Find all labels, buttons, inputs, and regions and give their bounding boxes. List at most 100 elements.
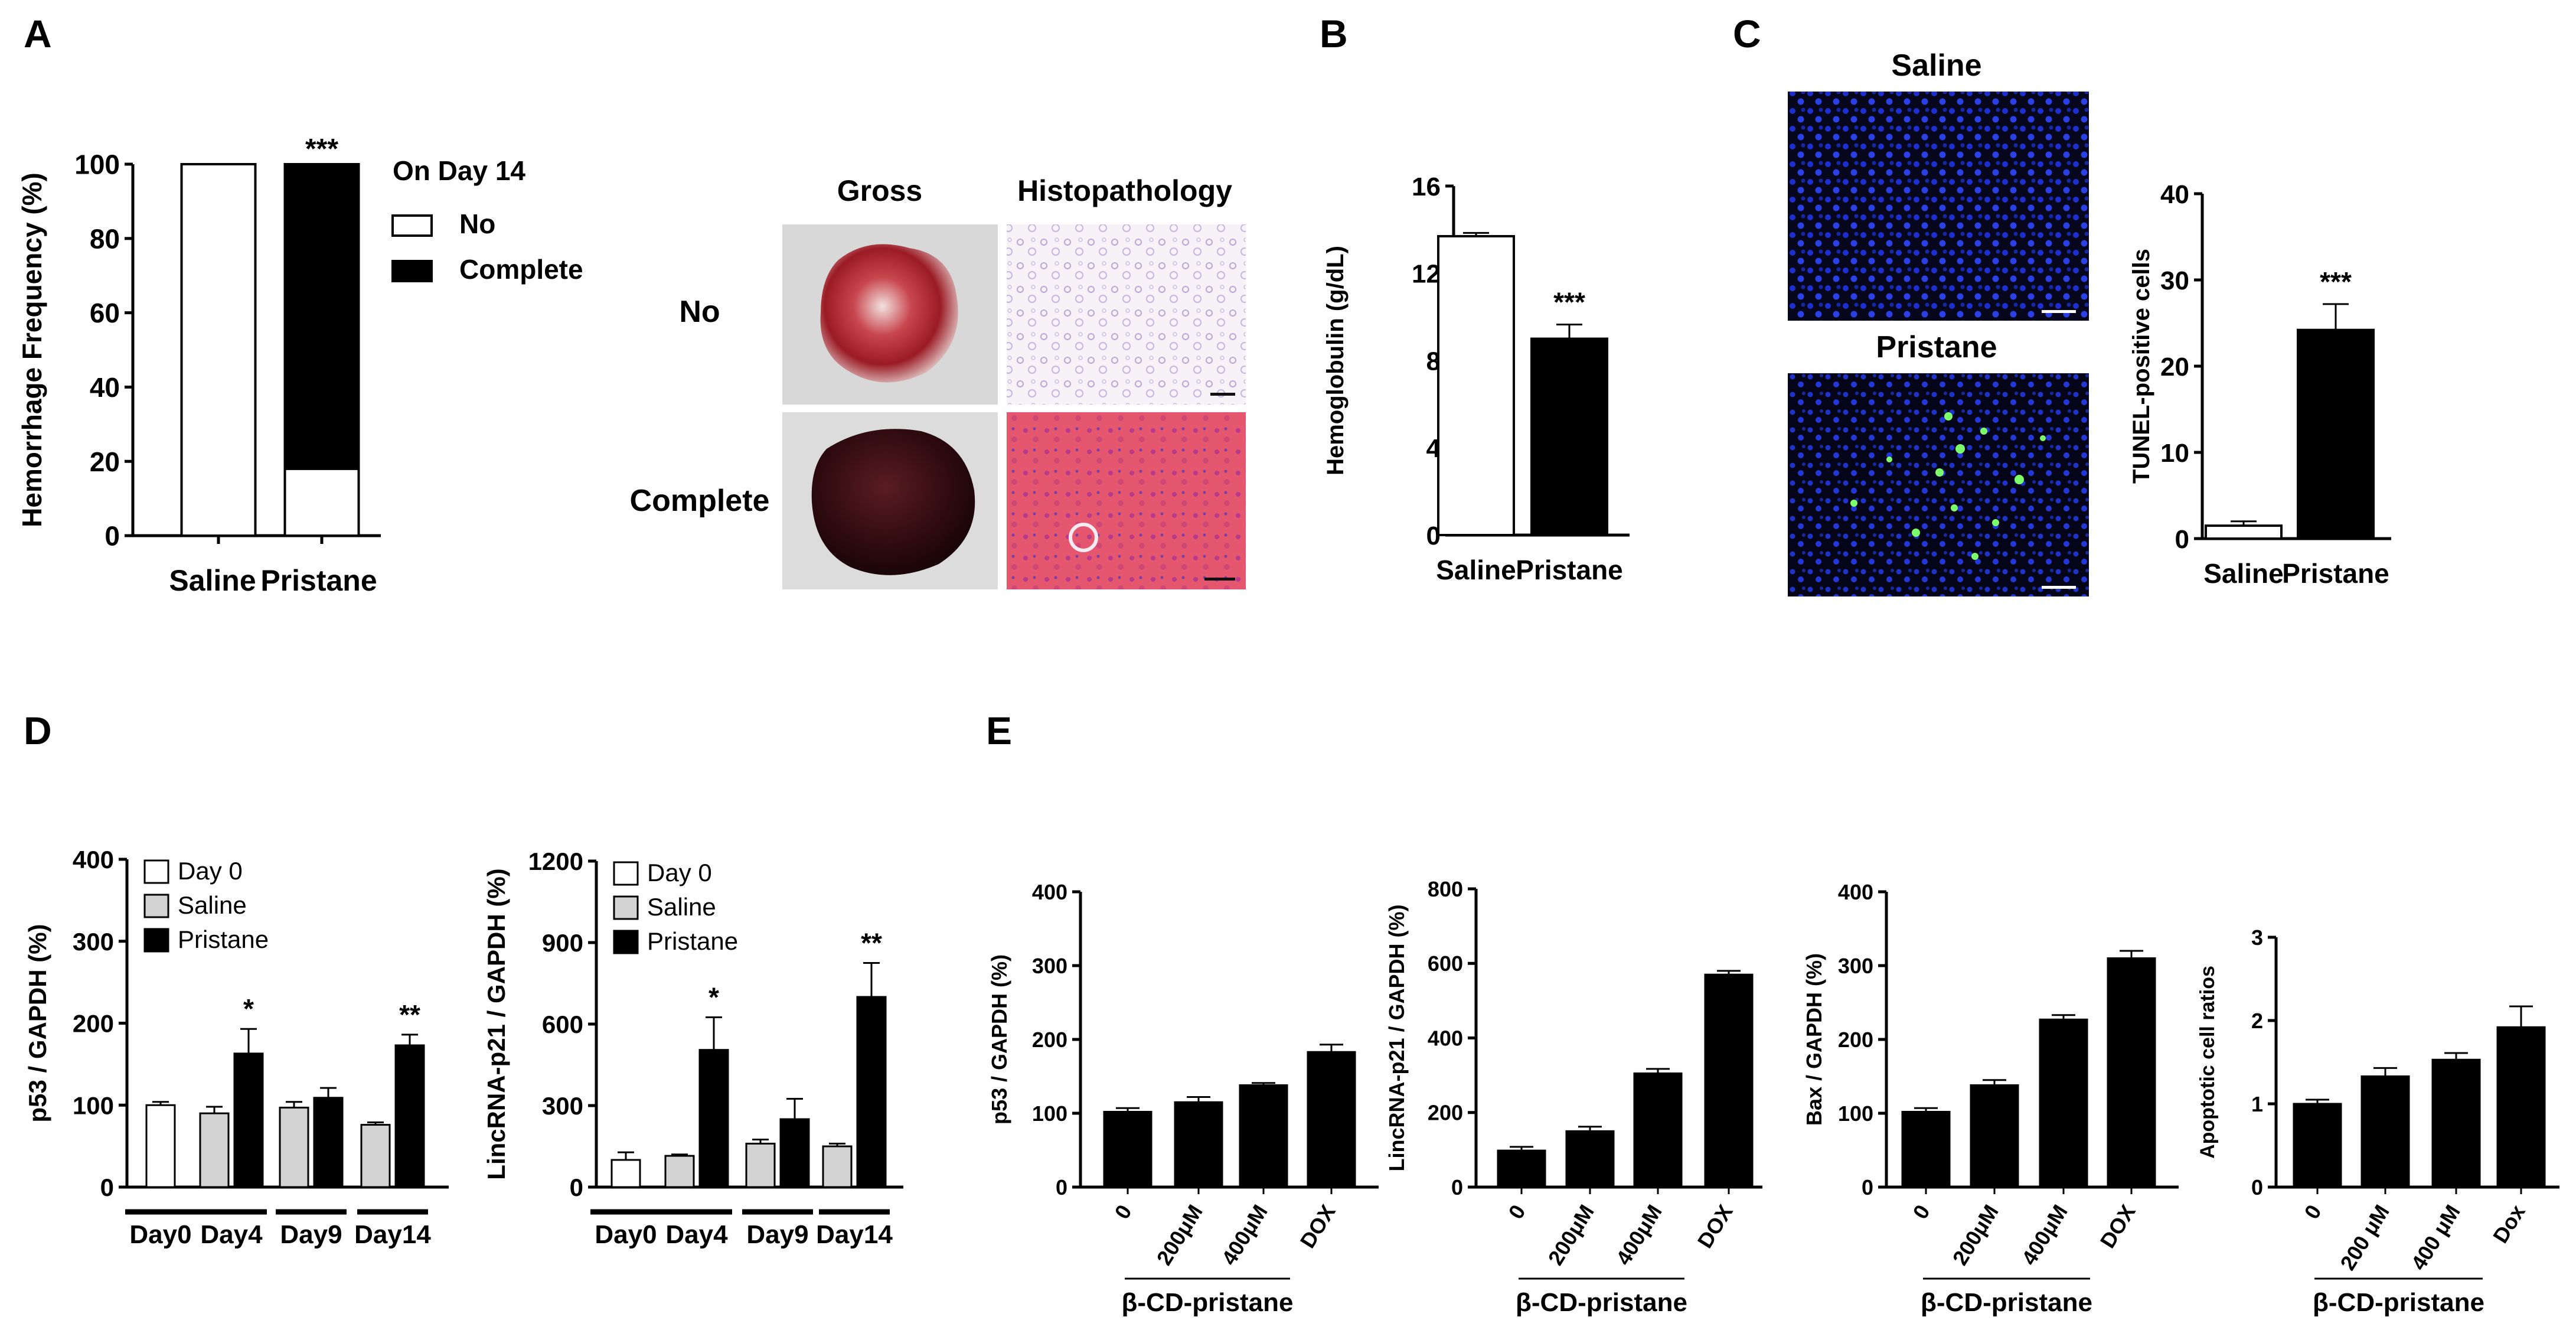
y-tick-label: 100	[73, 1091, 114, 1119]
y-tick-label: 300	[542, 1092, 583, 1120]
significance-marker: ***	[1553, 287, 1585, 318]
group-label: β-CD-pristane	[1921, 1288, 2092, 1317]
group-label: β-CD-pristane	[1516, 1288, 1687, 1317]
bar-day-0	[145, 1104, 176, 1188]
y-tick-label: 3	[2251, 925, 2263, 950]
panel-letter-a: A	[24, 12, 52, 56]
legend-label: Day 0	[647, 859, 712, 886]
significance-marker: **	[861, 928, 882, 959]
x-category-label: Day14	[816, 1220, 893, 1249]
y-tick-label: 200	[73, 1010, 114, 1038]
bar-no	[283, 467, 360, 537]
bar-pristane	[233, 1052, 264, 1188]
y-tick-label: 200	[1838, 1028, 1873, 1052]
bar-pristane	[394, 1044, 425, 1188]
y-tick-label: 2	[2251, 1009, 2263, 1033]
y-tick-label: 300	[73, 928, 114, 956]
bar	[2431, 1058, 2481, 1188]
tunel-micrographs: Saline Pristane	[1788, 48, 2089, 596]
y-tick-label: 1	[2251, 1092, 2263, 1116]
y-axis-label: p53 / GAPDH (%)	[24, 924, 51, 1122]
scale-bar-saline	[2042, 310, 2076, 313]
y-axis-label: TUNEL-positive cells	[2128, 249, 2154, 484]
y-axis-label: Apoptotic cell ratios	[2196, 966, 2219, 1159]
bar	[2360, 1075, 2410, 1188]
row-label-no: No	[679, 295, 720, 329]
y-tick-label: 0	[570, 1173, 583, 1201]
y-axis-label: LincRNA-p21 / GAPDH (%)	[1385, 904, 1409, 1171]
panel-letter-e: E	[986, 709, 1012, 752]
legend-label: No	[459, 208, 495, 239]
y-tick-label: 200	[1428, 1101, 1463, 1125]
x-category-label: 400μM	[1217, 1201, 1272, 1270]
apoptotic-ratio-chart: 0 1 2 3 Apoptotic cell ratios 0 200 μM 400 μM Do…	[2196, 925, 2559, 1317]
legend-swatch-no	[391, 214, 433, 237]
group-label: β-CD-pristane	[1122, 1288, 1294, 1317]
legend-swatch-complete	[391, 260, 433, 282]
y-tick-label: 40	[90, 372, 120, 403]
y-tick-label: 400	[1838, 880, 1873, 904]
y-axis-label: Bax / GAPDH (%)	[1802, 953, 1826, 1126]
y-tick-label: 800	[1428, 877, 1463, 901]
x-category-label: Pristane	[2282, 558, 2389, 589]
y-tick-label: 0	[1451, 1175, 1463, 1199]
bar	[1530, 337, 1608, 536]
tunel-image-pristane	[1788, 373, 2089, 596]
legend-swatch	[143, 928, 169, 953]
y-tick-label: 0	[105, 521, 120, 552]
significance-marker: *	[243, 993, 254, 1024]
y-tick-label: 100	[1032, 1101, 1067, 1126]
bar-pristane	[313, 1097, 344, 1188]
x-category-label: Saline	[1436, 555, 1516, 585]
x-category-label: Day0	[129, 1220, 191, 1249]
y-tick-label: 40	[2160, 180, 2189, 209]
gross-image-no	[782, 224, 998, 405]
x-category-label: Day9	[280, 1220, 342, 1249]
bar-saline	[822, 1145, 853, 1188]
bar	[1174, 1101, 1223, 1188]
x-category-label: 400μM	[2017, 1201, 2072, 1270]
gross-image-complete	[782, 412, 998, 589]
x-category-label: Dox	[2488, 1201, 2530, 1247]
significance-marker: ***	[2320, 266, 2352, 297]
y-tick-label: 300	[1032, 954, 1067, 978]
bar-pristane	[856, 996, 887, 1188]
tunel-positive-nuclei	[1850, 412, 2046, 560]
bar-day-0	[610, 1159, 641, 1188]
p53-dose-chart: 0 100 200 300 400 p53 / GAPDH (%) 0 200μM 400μM D…	[987, 880, 1379, 1317]
y-tick-label: 400	[1428, 1026, 1463, 1050]
y-tick-label: 0	[1862, 1175, 1873, 1199]
y-tick-label: 0	[100, 1173, 114, 1201]
y-tick-label: 900	[542, 929, 583, 957]
y-tick-label: 0	[1056, 1175, 1067, 1199]
y-tick-label: 1200	[528, 847, 583, 875]
y-axis-label: p53 / GAPDH (%)	[987, 954, 1011, 1124]
bar	[1239, 1084, 1288, 1188]
tunel-label-saline: Saline	[1891, 48, 1981, 83]
y-axis-label: Hemorrhage Frequency (%)	[17, 172, 47, 527]
bar	[1704, 973, 1754, 1188]
lincrna-p21-dose-chart: 0 200 400 600 800 LincRNA-p21 / GAPDH (%) 0 200…	[1385, 877, 1762, 1317]
y-tick-label: 0	[2175, 525, 2189, 554]
y-axis-label: LincRNA-p21 / GAPDH (%)	[482, 868, 510, 1179]
legend-title: On Day 14	[393, 155, 525, 186]
x-category-label: 0	[1908, 1201, 1934, 1224]
legend-swatch	[613, 895, 639, 920]
x-category-label: Day14	[354, 1220, 431, 1249]
bar-pristane	[779, 1118, 810, 1188]
legend-swatch	[613, 930, 639, 954]
y-tick-label: 12	[1412, 260, 1441, 289]
bar	[1901, 1111, 1951, 1188]
legend-label: Pristane	[178, 925, 269, 953]
panel-letter-c: C	[1733, 12, 1761, 56]
y-tick-label: 100	[74, 149, 120, 180]
y-tick-label: 30	[2160, 266, 2189, 295]
bax-dose-chart: 0 100 200 300 400 Bax / GAPDH (%) 0 200μM 400μM D…	[1802, 880, 2179, 1317]
legend-label: Saline	[178, 891, 247, 919]
x-category-label: Day0	[595, 1220, 657, 1249]
row-label-complete: Complete	[630, 484, 770, 518]
bar	[1103, 1111, 1152, 1188]
x-category-label: DOX	[1295, 1201, 1340, 1253]
x-category-label: Saline	[2203, 558, 2284, 589]
